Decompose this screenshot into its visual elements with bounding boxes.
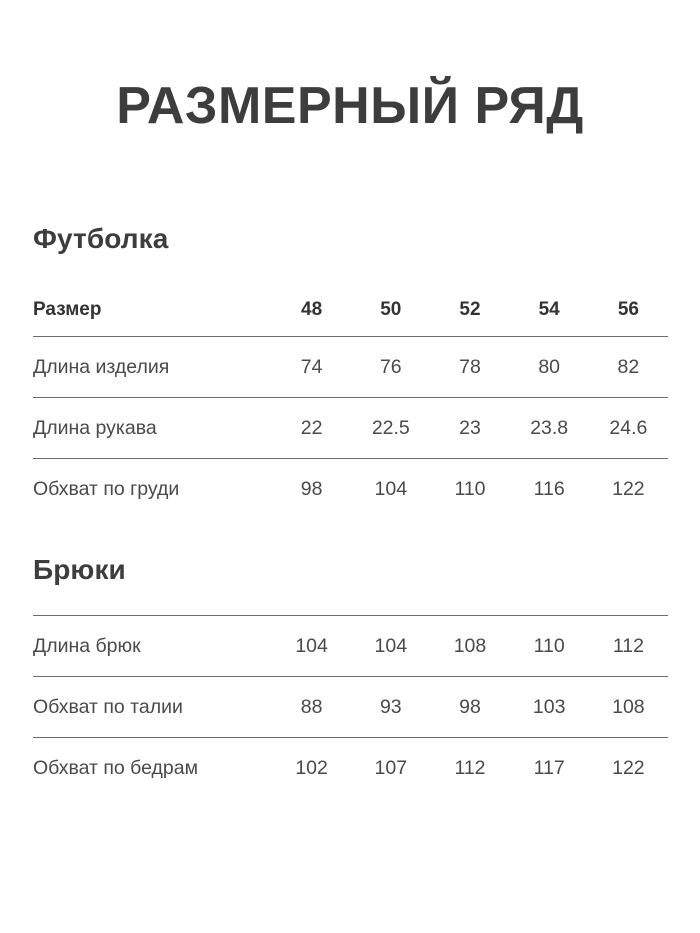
row-label: Обхват по груди <box>33 458 273 519</box>
row-value: 93 <box>351 676 431 738</box>
table-row: Длина брюк 104 104 108 110 112 <box>33 616 668 677</box>
size-column-header: 48 <box>301 299 323 320</box>
table-row: Длина изделия 74 76 78 80 82 <box>33 336 668 398</box>
row-label: Длина рукава <box>33 397 273 459</box>
row-value: 122 <box>588 737 668 798</box>
row-value: 122 <box>588 458 668 519</box>
row-value: 104 <box>374 634 408 657</box>
row-value: 107 <box>351 737 431 798</box>
row-value: 78 <box>430 336 510 398</box>
row-value: 103 <box>509 676 589 738</box>
row-value: 108 <box>588 676 668 738</box>
row-label: Обхват по талии <box>33 676 273 738</box>
size-column-header: 54 <box>538 299 560 320</box>
table-row: Длина рукава 22 22.5 23 23.8 24.6 <box>33 397 668 459</box>
size-table-trousers: Длина брюк 104 104 108 110 112 Обхват по… <box>33 615 668 798</box>
page-title: РАЗМЕРНЫЙ РЯД <box>116 77 584 135</box>
section-shirt: Футболка Размер 48 50 52 54 56 Длина изд… <box>33 222 668 519</box>
size-column-header: 56 <box>617 299 639 320</box>
size-header-label: Размер <box>33 299 102 320</box>
row-value: 80 <box>509 336 589 398</box>
table-row: Обхват по груди 98 104 110 116 122 <box>33 458 668 519</box>
row-value: 112 <box>612 634 644 657</box>
table-row: Обхват по талии 88 93 98 103 108 <box>33 676 668 738</box>
row-value: 98 <box>272 458 352 519</box>
row-value: 110 <box>430 458 510 519</box>
row-value: 74 <box>272 336 352 398</box>
row-label: Длина изделия <box>33 336 273 398</box>
row-label: Длина брюк <box>33 634 141 657</box>
row-value: 104 <box>295 634 328 657</box>
size-column-header: 50 <box>380 299 402 320</box>
row-value: 110 <box>533 634 565 657</box>
size-table-shirt: Размер 48 50 52 54 56 Длина изделия 74 7… <box>33 284 668 519</box>
row-value: 88 <box>272 676 352 738</box>
row-value: 23 <box>430 397 510 459</box>
section-title-trousers: Брюки <box>33 554 126 585</box>
row-value: 76 <box>351 336 431 398</box>
row-value: 108 <box>453 634 487 657</box>
row-value: 104 <box>351 458 431 519</box>
row-value: 98 <box>430 676 510 738</box>
row-value: 102 <box>272 737 352 798</box>
row-value: 82 <box>588 336 668 398</box>
row-value: 112 <box>430 737 510 798</box>
row-value: 22 <box>272 397 352 459</box>
row-value: 24.6 <box>588 397 668 459</box>
table-row: Обхват по бедрам 102 107 112 117 122 <box>33 737 668 798</box>
section-trousers: Брюки Длина брюк 104 104 108 110 112 Обх… <box>33 553 668 798</box>
table-header-row: Размер 48 50 52 54 56 <box>33 284 668 337</box>
size-column-header: 52 <box>459 299 481 320</box>
row-value: 23.8 <box>509 397 589 459</box>
row-label: Обхват по бедрам <box>33 737 273 798</box>
row-value: 22.5 <box>351 397 431 459</box>
row-value: 116 <box>509 458 589 519</box>
row-value: 117 <box>509 737 589 798</box>
section-title-shirt: Футболка <box>33 223 169 254</box>
